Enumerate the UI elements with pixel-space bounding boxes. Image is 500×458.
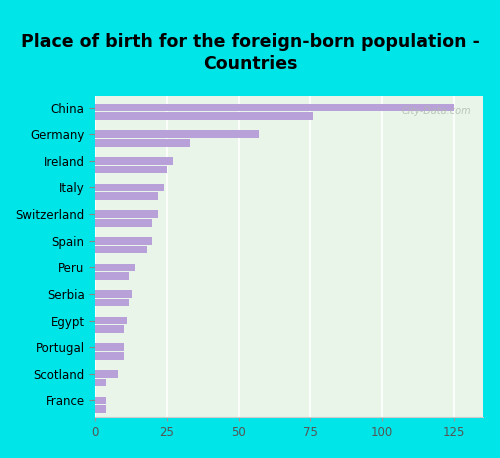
Bar <box>95 370 118 378</box>
Bar <box>95 113 313 120</box>
Bar <box>95 344 124 351</box>
Bar <box>95 263 135 271</box>
Bar <box>95 326 124 333</box>
Text: City-Data.com: City-Data.com <box>402 106 471 116</box>
Bar <box>95 219 152 227</box>
Bar <box>95 104 454 111</box>
Bar <box>95 210 158 218</box>
Text: Place of birth for the foreign-born population -
Countries: Place of birth for the foreign-born popu… <box>20 33 479 73</box>
Bar <box>95 405 106 413</box>
Bar <box>95 157 172 164</box>
Bar <box>95 139 190 147</box>
Bar <box>95 237 152 245</box>
Bar <box>95 192 158 200</box>
Bar <box>95 352 124 360</box>
Bar <box>95 166 167 173</box>
Bar <box>95 379 106 387</box>
Bar <box>95 317 126 324</box>
Bar <box>95 299 130 306</box>
Bar <box>95 397 106 404</box>
Bar <box>95 184 164 191</box>
Bar <box>95 131 258 138</box>
Bar <box>95 290 132 298</box>
Bar <box>95 272 130 280</box>
Bar <box>95 245 146 253</box>
